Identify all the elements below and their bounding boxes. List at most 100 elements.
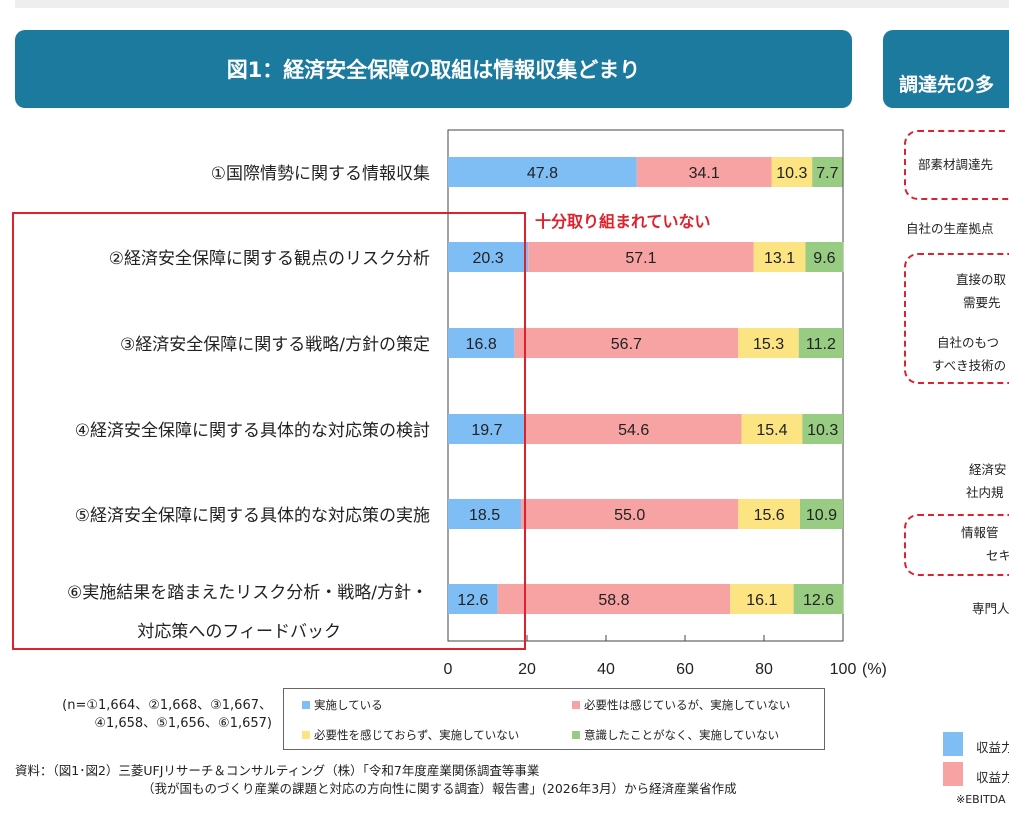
right-panel-text: 経済安 (969, 462, 1007, 477)
bar-segment (793, 584, 844, 614)
bar-segment (741, 414, 803, 444)
legend-label: 必要性は感じているが、実施していない (584, 698, 791, 712)
bar-segment (448, 242, 529, 272)
legend-label: 意識したことがなく、実施していない (584, 728, 780, 742)
data-label: 13.1 (764, 250, 795, 267)
legend-item: 意識したことがなく、実施していない (572, 727, 779, 743)
bar-segment (802, 414, 843, 444)
right-panel-text: 専門人 (972, 601, 1009, 616)
legend-label: 実施している (314, 698, 383, 712)
dashed-callout (904, 253, 1009, 384)
data-label: 10.9 (806, 507, 837, 524)
right-panel-text: 需要先 (963, 295, 1001, 310)
bar-segment (521, 499, 739, 529)
category-label: ②経済安全保障に関する観点のリスク分析 (109, 249, 430, 269)
data-label: 15.3 (753, 336, 784, 353)
data-label: 11.2 (806, 336, 836, 353)
data-label: 9.6 (813, 250, 835, 267)
bar-segment (448, 328, 515, 358)
right-figure-title-banner: 調達先の多 (883, 30, 1009, 108)
right-panel-text: 情報管 (961, 525, 999, 540)
bar-segment (448, 157, 637, 187)
legend-item: 必要性は感じているが、実施していない (572, 697, 790, 713)
source-line-2: （我が国ものづくり産業の課題と対応の方向性に関する調査）報告書」(2026年3月… (142, 781, 737, 796)
category-label: ④経済安全保障に関する具体的な対応策の検討 (75, 421, 430, 441)
x-tick-label: 40 (597, 661, 615, 678)
right-panel-text: 部素材調達先 (918, 157, 994, 172)
data-label: 55.0 (614, 507, 645, 524)
data-label: 58.8 (598, 592, 629, 609)
bar-segment (448, 414, 526, 444)
category-label: ①国際情勢に関する情報収集 (211, 164, 430, 184)
category-label: ⑥実施結果を踏まえたリスク分析・戦略/方針・ (67, 583, 428, 603)
bar-segment (636, 157, 772, 187)
x-tick-label: 0 (444, 661, 453, 678)
bar-segment (738, 499, 800, 529)
legend-swatch (572, 701, 580, 709)
data-label: 19.7 (471, 422, 502, 439)
data-label: 10.3 (776, 165, 807, 182)
sample-size-note: (n=①1,664、②1,668、③1,667、 ④1,658、⑤1,656、⑥… (50, 697, 272, 733)
right-panel-text: 社内規 (966, 485, 1004, 500)
bar-segment (798, 328, 843, 358)
category-label: 対応策へのフィードバック (137, 622, 341, 642)
right-panel-text: 自社の生産拠点 (906, 221, 994, 236)
data-label: 16.8 (466, 336, 497, 353)
legend-label: 必要性を感じておらず、実施していない (314, 728, 520, 742)
bar-segment (753, 242, 806, 272)
category-label: ③経済安全保障に関する戦略/方針の策定 (120, 335, 430, 355)
bar-segment (799, 499, 843, 529)
x-axis-unit: (%) (862, 661, 887, 678)
data-label: 16.1 (746, 592, 777, 609)
x-tick-label: 60 (676, 661, 694, 678)
bar-segment (738, 328, 799, 358)
bar-segment (448, 499, 522, 529)
category-label: ⑤経済安全保障に関する具体的な対応策の実施 (75, 506, 430, 526)
right-legend-swatch (943, 732, 963, 756)
data-label: 7.7 (816, 165, 838, 182)
highlight-box (12, 212, 526, 650)
data-label: 54.6 (618, 422, 649, 439)
data-label: 12.6 (457, 592, 488, 609)
right-legend-label: 収益力 (976, 740, 1009, 755)
data-label: 57.1 (625, 250, 656, 267)
x-tick-label: 20 (518, 661, 536, 678)
legend-item: 必要性を感じておらず、実施していない (302, 727, 519, 743)
right-panel-text: 直接の取 (956, 272, 1007, 287)
data-label: 20.3 (473, 250, 504, 267)
bar-segment (730, 584, 794, 614)
top-strip (15, 0, 1009, 8)
source-line-1: 資料：（図1･図2）三菱UFJリサーチ＆コンサルティング（株）「令和7年度産業関… (15, 763, 540, 778)
x-tick-label: 80 (755, 661, 773, 678)
data-label: 56.7 (611, 336, 642, 353)
data-label: 18.5 (469, 507, 500, 524)
bar-segment (771, 157, 813, 187)
bar-segment (514, 328, 739, 358)
right-footnote: ※EBITDA (956, 793, 1006, 806)
data-label: 15.4 (756, 422, 787, 439)
figure-title: 図1：経済安全保障の取組は情報収集どまり (226, 58, 641, 82)
dashed-callout (904, 130, 1009, 200)
source-note: 資料：（図1･図2）三菱UFJリサーチ＆コンサルティング（株）「令和7年度産業関… (15, 762, 737, 798)
bar-segment (448, 584, 498, 614)
sample-size-line-1: (n=①1,664、②1,668、③1,667、 (62, 698, 272, 713)
chart-legend: 実施している 必要性は感じているが、実施していない 必要性を感じておらず、実施し… (283, 688, 825, 750)
right-legend-label: 収益力 (976, 770, 1009, 785)
data-label: 10.3 (807, 422, 838, 439)
data-label: 15.6 (754, 507, 785, 524)
right-panel-text: セキ (986, 548, 1009, 563)
bar-segment (525, 414, 742, 444)
data-label: 47.8 (527, 165, 558, 182)
legend-swatch (572, 731, 580, 739)
legend-swatch (302, 701, 310, 709)
right-panel-text: 自社のもつ (937, 335, 1000, 350)
legend-swatch (302, 731, 310, 739)
legend-item: 実施している (302, 697, 383, 713)
right-figure-title: 調達先の多 (899, 74, 995, 96)
data-label: 34.1 (689, 165, 720, 182)
bar-segment (812, 157, 843, 187)
bar-segment (528, 242, 754, 272)
sample-size-line-2: ④1,658、⑤1,656、⑥1,657) (94, 716, 272, 731)
dashed-callout (904, 514, 1009, 576)
